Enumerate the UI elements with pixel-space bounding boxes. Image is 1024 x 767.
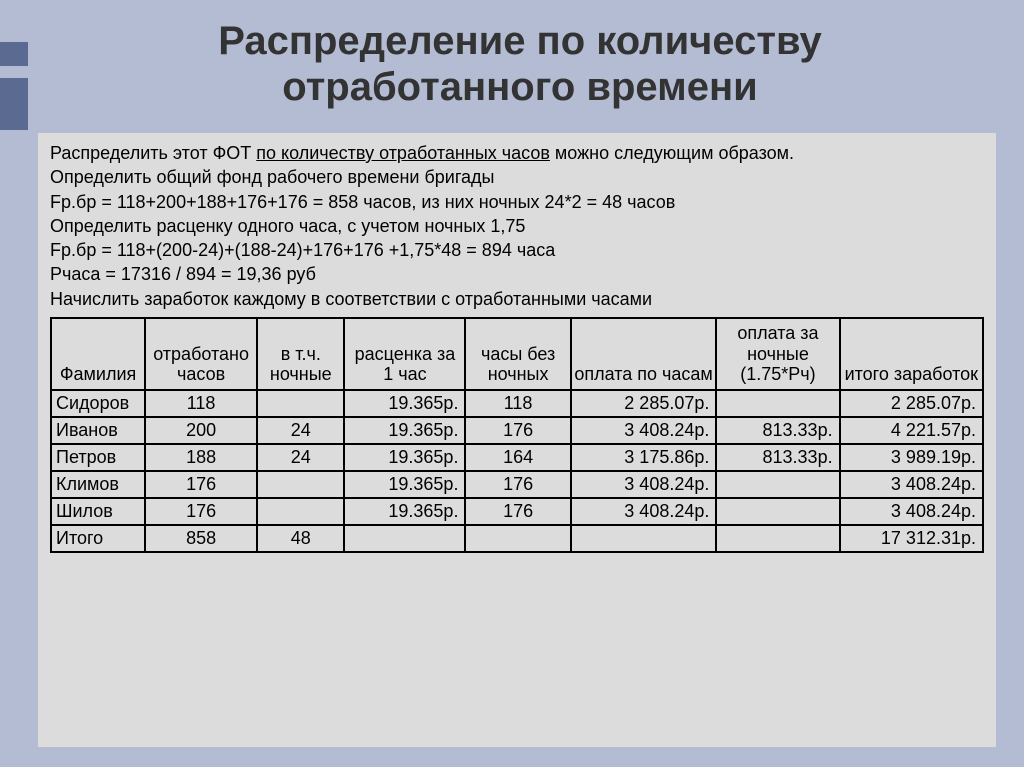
table-row-total: Итого 858 48 17 312.31р. (51, 525, 983, 552)
table-header-row: Фамилия отработано часов в т.ч. ночные р… (51, 318, 983, 390)
intro-underlined: по количеству отработанных часов (256, 143, 550, 163)
cell-worked: 188 (145, 444, 257, 471)
cell-rate: 19.365р. (344, 417, 465, 444)
cell-name: Шилов (51, 498, 145, 525)
cell-total: 17 312.31р. (840, 525, 983, 552)
cell-pay: 3 408.24р. (571, 471, 717, 498)
cell-rate (344, 525, 465, 552)
intro-line-2: Определить общий фонд рабочего времени б… (50, 167, 494, 187)
title-line-2: отработанного времени (282, 65, 757, 109)
cell-night: 48 (257, 525, 344, 552)
header-night: в т.ч. ночные (257, 318, 344, 390)
cell-wo: 176 (465, 498, 570, 525)
accent-bar-2 (0, 78, 28, 130)
cell-rate: 19.365р. (344, 471, 465, 498)
cell-total: 2 285.07р. (840, 390, 983, 417)
table-body: Сидоров 118 19.365р. 118 2 285.07р. 2 28… (51, 390, 983, 552)
cell-wo: 164 (465, 444, 570, 471)
cell-wo: 176 (465, 417, 570, 444)
intro-line-7: Начислить заработок каждому в соответств… (50, 289, 652, 309)
title-line-1: Распределение по количеству (218, 19, 822, 63)
cell-pay (571, 525, 717, 552)
cell-nightpay (716, 498, 839, 525)
table-header: Фамилия отработано часов в т.ч. ночные р… (51, 318, 983, 390)
table-row: Петров 188 24 19.365р. 164 3 175.86р. 81… (51, 444, 983, 471)
intro-part2: можно следующим образом. (550, 143, 794, 163)
cell-nightpay (716, 471, 839, 498)
cell-pay: 3 175.86р. (571, 444, 717, 471)
accent-bar-1 (0, 42, 28, 66)
cell-nightpay: 813.33р. (716, 417, 839, 444)
cell-total: 4 221.57р. (840, 417, 983, 444)
cell-night: 24 (257, 417, 344, 444)
header-nightpay: оплата за ночные (1.75*Pч) (716, 318, 839, 390)
cell-nightpay (716, 390, 839, 417)
cell-name: Петров (51, 444, 145, 471)
intro-text: Распределить этот ФОТ по количеству отра… (50, 141, 984, 311)
cell-wo (465, 525, 570, 552)
cell-nightpay: 813.33р. (716, 444, 839, 471)
intro-line-6: Pчаса = 17316 / 894 = 19,36 руб (50, 264, 316, 284)
cell-worked: 176 (145, 498, 257, 525)
cell-wo: 118 (465, 390, 570, 417)
cell-rate: 19.365р. (344, 390, 465, 417)
cell-pay: 3 408.24р. (571, 417, 717, 444)
intro-line-3: Fр.бр = 118+200+188+176+176 = 858 часов,… (50, 192, 675, 212)
cell-name: Итого (51, 525, 145, 552)
cell-worked: 118 (145, 390, 257, 417)
table-row: Иванов 200 24 19.365р. 176 3 408.24р. 81… (51, 417, 983, 444)
intro-line-4: Определить расценку одного часа, с учето… (50, 216, 525, 236)
cell-night: 24 (257, 444, 344, 471)
intro-part1: Распределить этот ФОТ (50, 143, 256, 163)
cell-night (257, 498, 344, 525)
content-panel: Распределить этот ФОТ по количеству отра… (38, 133, 996, 747)
cell-night (257, 471, 344, 498)
cell-pay: 2 285.07р. (571, 390, 717, 417)
cell-total: 3 989.19р. (840, 444, 983, 471)
table-row: Шилов 176 19.365р. 176 3 408.24р. 3 408.… (51, 498, 983, 525)
cell-total: 3 408.24р. (840, 498, 983, 525)
header-rate: расценка за 1 час (344, 318, 465, 390)
header-name: Фамилия (51, 318, 145, 390)
payroll-table: Фамилия отработано часов в т.ч. ночные р… (50, 317, 984, 553)
cell-rate: 19.365р. (344, 498, 465, 525)
header-pay: оплата по часам (571, 318, 717, 390)
header-worked: отработано часов (145, 318, 257, 390)
cell-nightpay (716, 525, 839, 552)
table-row: Климов 176 19.365р. 176 3 408.24р. 3 408… (51, 471, 983, 498)
cell-name: Сидоров (51, 390, 145, 417)
cell-name: Климов (51, 471, 145, 498)
header-wonight: часы без ночных (465, 318, 570, 390)
header-total: итого заработок (840, 318, 983, 390)
table-row: Сидоров 118 19.365р. 118 2 285.07р. 2 28… (51, 390, 983, 417)
cell-wo: 176 (465, 471, 570, 498)
intro-line-5: Fр.бр = 118+(200-24)+(188-24)+176+176 +1… (50, 240, 555, 260)
cell-total: 3 408.24р. (840, 471, 983, 498)
cell-worked: 858 (145, 525, 257, 552)
page-title: Распределение по количеству отработанног… (40, 18, 1000, 110)
cell-name: Иванов (51, 417, 145, 444)
cell-worked: 200 (145, 417, 257, 444)
cell-night (257, 390, 344, 417)
cell-worked: 176 (145, 471, 257, 498)
cell-rate: 19.365р. (344, 444, 465, 471)
cell-pay: 3 408.24р. (571, 498, 717, 525)
